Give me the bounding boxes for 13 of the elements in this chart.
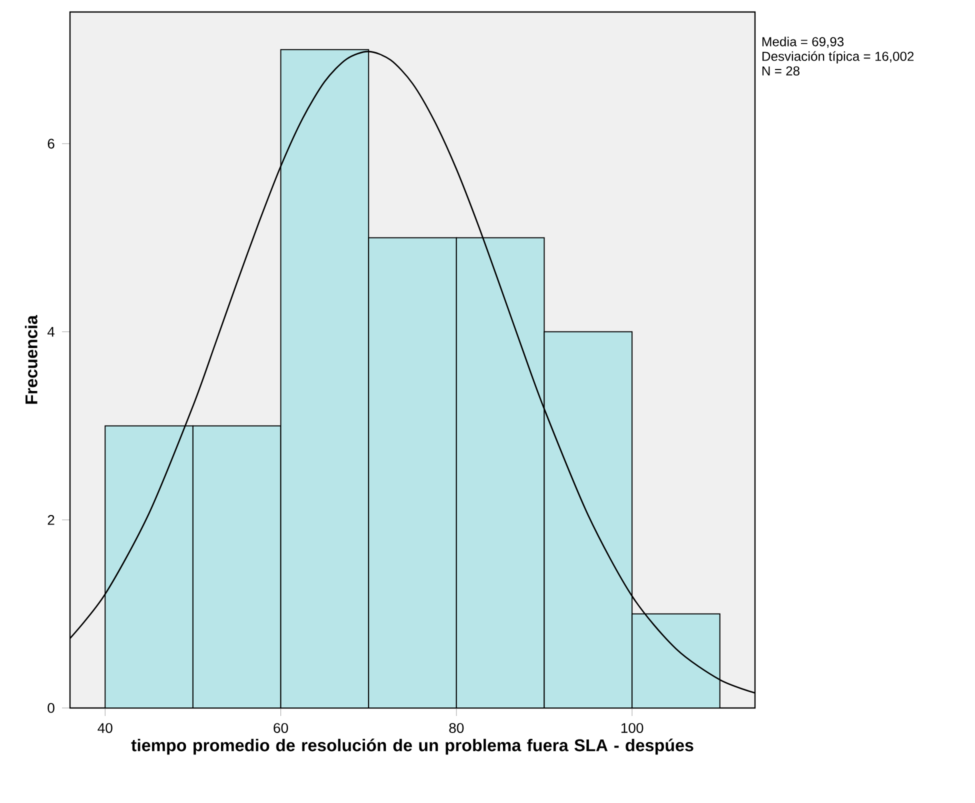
x-tick-label: 80 <box>449 723 464 733</box>
text: N = 28 <box>762 66 800 76</box>
y-axis-title: Frecuencia <box>24 315 38 404</box>
x-axis-title: tiempo promedio de resolución de un problema fuera SLA - despúes <box>131 738 694 755</box>
y-tick-label: 0 <box>48 703 54 713</box>
x-tick-label: 100 <box>621 723 644 733</box>
y-tick-label: 6 <box>48 138 54 149</box>
x-tick-label: 40 <box>98 723 112 733</box>
x-tick-label: 60 <box>274 723 288 733</box>
y-tick-label: 4 <box>47 326 55 337</box>
text: Media = 69,93 <box>762 36 844 48</box>
text: Desviación típica = 16,002 <box>762 51 914 64</box>
y-tick-label: 2 <box>48 515 54 525</box>
